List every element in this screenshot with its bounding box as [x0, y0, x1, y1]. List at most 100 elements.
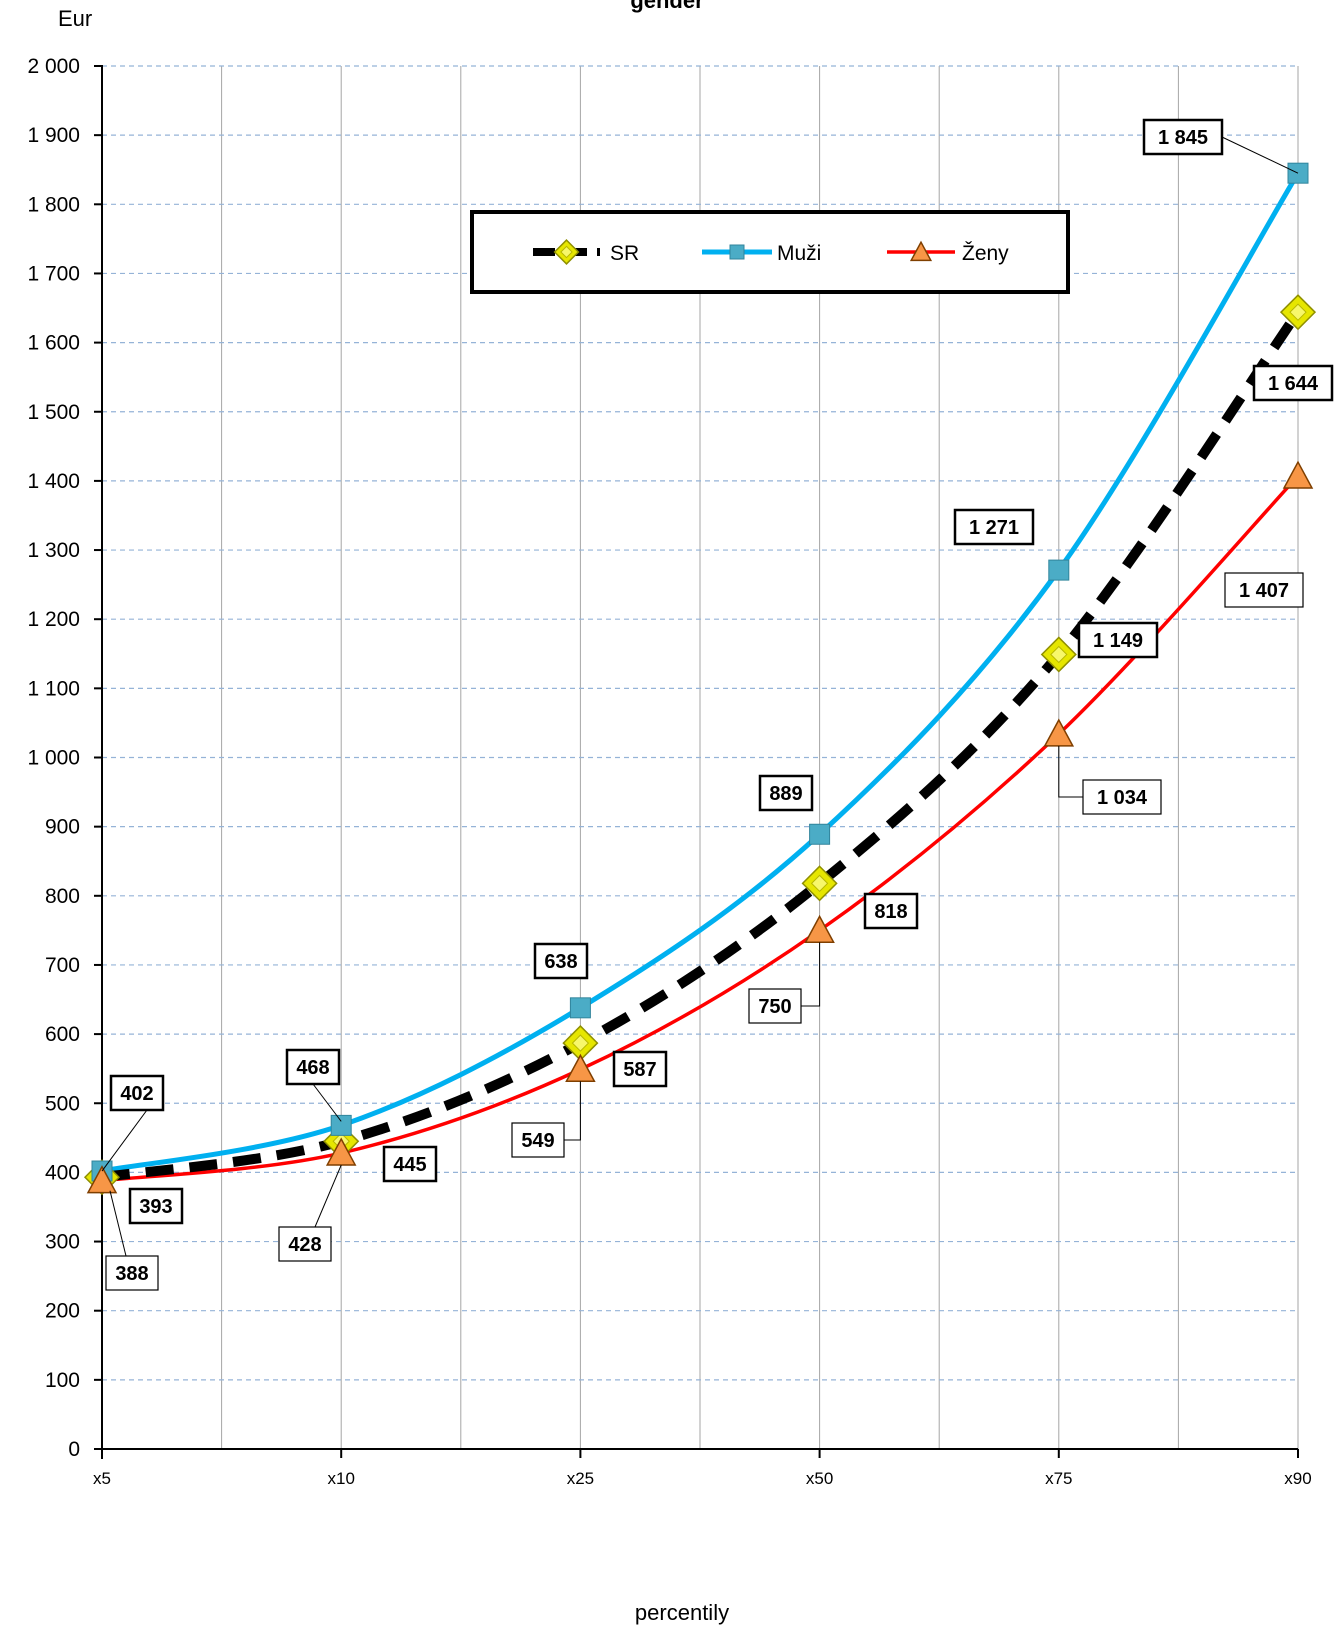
y-tick-label: 300	[45, 1231, 80, 1254]
data-label: 393	[139, 1196, 172, 1218]
data-label: 638	[544, 951, 577, 973]
y-tick-label: 1 500	[27, 401, 80, 424]
data-label: 1 845	[1158, 127, 1208, 149]
leader-line	[109, 1190, 127, 1257]
y-axis-label: Eur	[58, 6, 92, 31]
marker-diamond-inner	[1050, 645, 1068, 664]
data-label-box	[758, 774, 814, 812]
gridlines	[102, 65, 1299, 1449]
data-label: 818	[874, 901, 907, 923]
data-label: 549	[521, 1130, 554, 1152]
y-tick-label: 1 800	[27, 193, 80, 216]
data-label-box	[128, 1187, 184, 1225]
x-tick-label: x75	[1045, 1469, 1072, 1488]
leader-line	[564, 1081, 581, 1141]
y-tick-label: 700	[45, 954, 80, 977]
y-tick-label: 0	[68, 1438, 80, 1461]
axes	[94, 65, 1299, 1459]
marker-triangle	[325, 1137, 357, 1166]
y-tick-label: 1 600	[27, 332, 80, 355]
leader-line	[312, 1083, 342, 1122]
leader-line	[1058, 745, 1083, 798]
data-label-box	[511, 1122, 565, 1158]
data-label: 402	[120, 1083, 153, 1105]
data-label-box	[109, 1074, 165, 1112]
legend-label: SR	[610, 242, 639, 265]
data-label: 1 644	[1268, 373, 1319, 395]
y-tick-label: 1 900	[27, 124, 80, 147]
marker-diamond-inner	[571, 1034, 590, 1052]
x-tick-label: x10	[327, 1469, 354, 1488]
data-label-box	[278, 1226, 332, 1262]
y-tick-label: 400	[45, 1161, 80, 1184]
marker-triangle	[1043, 718, 1075, 747]
data-label-box	[612, 1050, 668, 1088]
legend-label: Muži	[777, 242, 821, 265]
marker-diamond-inner	[810, 874, 829, 893]
data-label-box	[748, 988, 802, 1024]
legend-marker-square	[729, 244, 745, 260]
leader-line	[314, 1164, 342, 1228]
leader-line	[101, 1109, 148, 1172]
legend: SR Muži Ženy	[470, 210, 1070, 294]
y-tick-label: 2 000	[27, 55, 80, 78]
data-label: 388	[115, 1263, 148, 1285]
marker-square	[330, 1114, 352, 1136]
data-label-box	[533, 942, 589, 980]
data-label: 428	[288, 1234, 321, 1256]
y-tick-label: 1 100	[27, 677, 80, 700]
tick-labels: 0 100 200 300 400 500 600 700 800 900 1 000 1 100 1 …	[27, 55, 1311, 1488]
data-label: 1 034	[1097, 787, 1148, 809]
marker-triangle	[1282, 460, 1314, 489]
data-label: 889	[769, 783, 802, 805]
y-tick-label: 1 300	[27, 539, 80, 562]
data-label: 468	[296, 1057, 329, 1079]
y-tick-label: 200	[45, 1300, 80, 1323]
x-axis-label: percentily	[635, 1600, 729, 1625]
data-label-box	[1082, 779, 1162, 815]
data-label-box	[1252, 364, 1334, 402]
y-tick-label: 1 000	[27, 747, 80, 770]
marker-triangle	[565, 1053, 596, 1083]
y-tick-label: 1 200	[27, 608, 80, 631]
data-label: 750	[758, 996, 791, 1018]
series-markers	[83, 162, 1317, 1196]
x-tick-label: x25	[567, 1469, 594, 1488]
marker-diamond-inner	[1289, 303, 1307, 321]
x-tick-label: x50	[806, 1469, 833, 1488]
marker-triangle	[86, 1165, 118, 1194]
x-tick-label: x90	[1284, 1469, 1311, 1488]
data-label: 1 407	[1239, 580, 1289, 602]
y-tick-label: 900	[45, 816, 80, 839]
marker-square	[1048, 559, 1070, 581]
leader-line	[1221, 136, 1299, 174]
data-label: 1 149	[1093, 630, 1143, 652]
legend-marker-triangle	[909, 240, 933, 262]
data-label-box	[1142, 118, 1224, 156]
y-tick-label: 600	[45, 1023, 80, 1046]
data-label: 587	[623, 1059, 656, 1081]
marker-square	[569, 997, 591, 1019]
marker-triangle	[804, 914, 835, 944]
data-label-box	[863, 892, 919, 930]
data-label: 445	[393, 1154, 426, 1176]
legend-label: Ženy	[962, 242, 1009, 265]
data-label-box	[285, 1048, 341, 1086]
series-line-zeny	[100, 474, 1300, 1183]
y-tick-label: 1 700	[27, 262, 80, 285]
data-label-box	[105, 1255, 159, 1291]
y-tick-label: 800	[45, 885, 80, 908]
x-tick-label: x5	[93, 1469, 111, 1488]
data-label-box	[953, 508, 1035, 546]
data-label-box	[1077, 621, 1159, 659]
data-label-box	[1224, 572, 1304, 608]
y-tick-label: 500	[45, 1092, 80, 1115]
data-label-box	[382, 1145, 438, 1183]
legend-marker-diamond-inner	[560, 245, 573, 259]
y-tick-label: 1 400	[27, 470, 80, 493]
data-label: 1 271	[969, 517, 1019, 539]
marker-square	[809, 823, 831, 845]
chart-title: gender	[630, 0, 704, 13]
leader-line	[801, 942, 821, 1007]
